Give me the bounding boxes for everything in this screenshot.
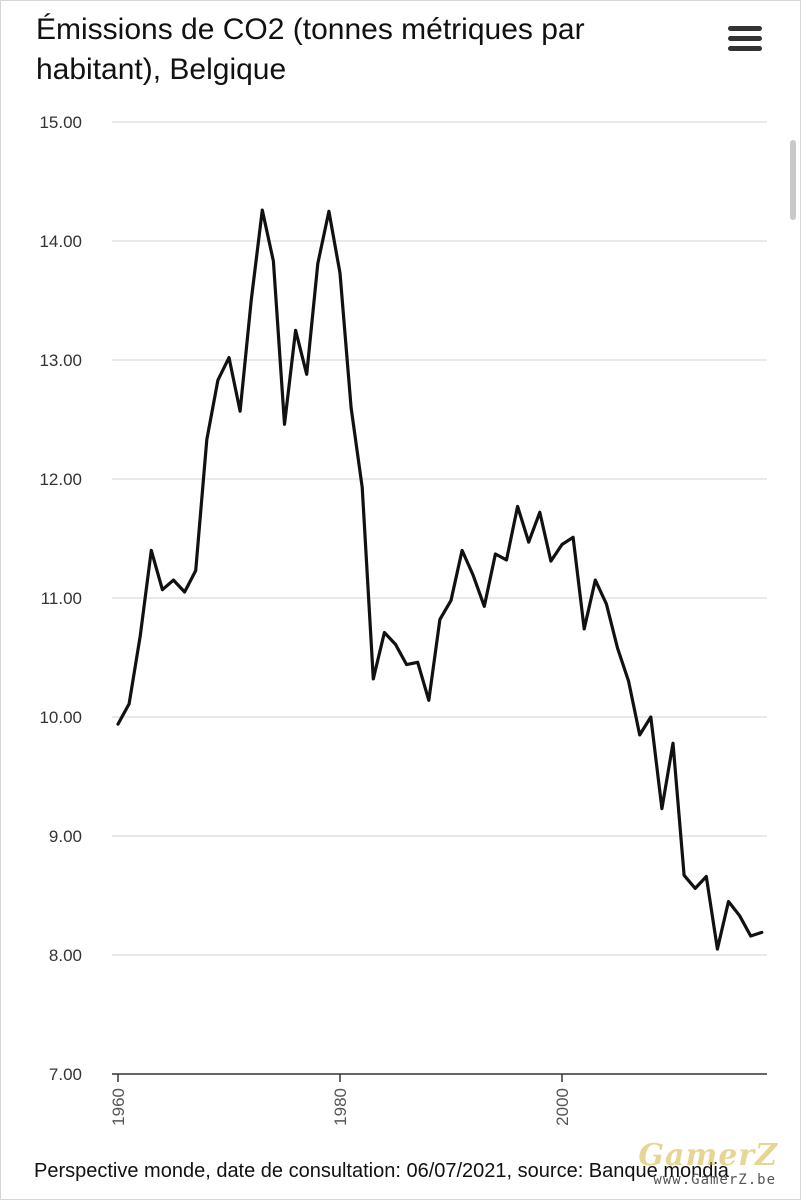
y-tick-label: 12.00 [39, 470, 82, 489]
x-tick-label: 1980 [331, 1088, 350, 1126]
source-footer: Perspective monde, date de consultation:… [34, 1160, 729, 1182]
hamburger-menu-icon[interactable] [728, 26, 762, 52]
y-tick-label: 7.00 [49, 1065, 82, 1084]
y-tick-label: 9.00 [49, 827, 82, 846]
x-axis-ticks: 1960 1980 2000 [109, 1074, 572, 1126]
x-tick-label: 1960 [109, 1088, 128, 1126]
y-tick-label: 13.00 [39, 351, 82, 370]
scrollbar-thumb[interactable] [790, 140, 796, 220]
y-tick-label: 8.00 [49, 946, 82, 965]
y-tick-label: 10.00 [39, 708, 82, 727]
y-axis-ticks: 7.00 8.00 9.00 10.00 11.00 12.00 13.00 14.00 15.… [39, 113, 82, 1084]
grid-lines [112, 121, 767, 1075]
chart-title: Émissions de CO2 (tonnes métriques par h… [36, 13, 585, 86]
y-tick-label: 14.00 [39, 232, 82, 251]
x-tick-label: 2000 [553, 1088, 572, 1126]
y-tick-label: 11.00 [41, 589, 82, 608]
y-tick-label: 15.00 [39, 113, 82, 132]
series-line-0 [116, 208, 764, 951]
series-layer [116, 208, 764, 951]
line-chart: 7.00 8.00 9.00 10.00 11.00 12.00 13.00 14.00 15.… [39, 113, 767, 1126]
